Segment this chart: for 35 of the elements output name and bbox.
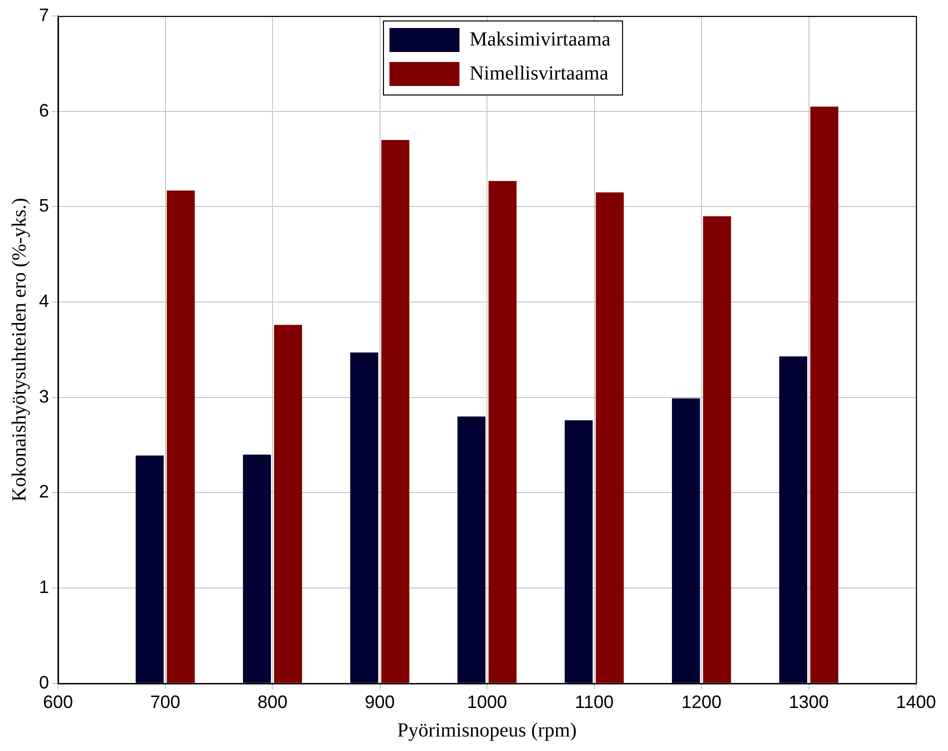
bar (596, 192, 624, 683)
x-tick-label: 1200 (681, 692, 722, 712)
x-tick-label: 800 (257, 692, 288, 712)
bar (136, 456, 164, 683)
bar (488, 180, 517, 683)
bar (810, 106, 838, 683)
x-tick-label: 1400 (896, 692, 936, 712)
bar (564, 420, 593, 683)
x-tick-label: 1300 (788, 692, 829, 712)
bar (274, 324, 302, 683)
x-tick-label: 900 (364, 692, 395, 712)
bar (381, 140, 410, 683)
x-tick-label: 1100 (574, 692, 614, 712)
y-tick-label: 5 (38, 196, 50, 216)
y-tick-label: 3 (38, 386, 50, 406)
x-tick-label: 700 (150, 692, 180, 712)
y-tick-label: 2 (38, 482, 50, 502)
legend-label: Nimellisvirtaama (469, 62, 608, 84)
bar (672, 398, 700, 683)
bar (242, 454, 271, 683)
y-tick-label: 0 (38, 672, 50, 692)
y-tick-label: 7 (38, 4, 50, 25)
x-axis-title: Pyörimisnopeus (rpm) (397, 719, 577, 742)
bar (166, 190, 195, 683)
y-tick-label: 4 (38, 290, 50, 311)
bar (457, 416, 486, 683)
bar (779, 356, 808, 683)
y-tick-label: 6 (38, 100, 50, 120)
y-axis-title: Kokonaishyötysuhteiden ero (%-yks.) (8, 198, 30, 502)
bar (350, 352, 378, 683)
x-tick-label: 600 (42, 692, 74, 712)
x-tick-label: 1000 (466, 692, 508, 712)
bar (703, 216, 732, 683)
y-tick-label: 1 (38, 577, 50, 598)
legend-label: Maksimivirtaama (469, 28, 611, 50)
